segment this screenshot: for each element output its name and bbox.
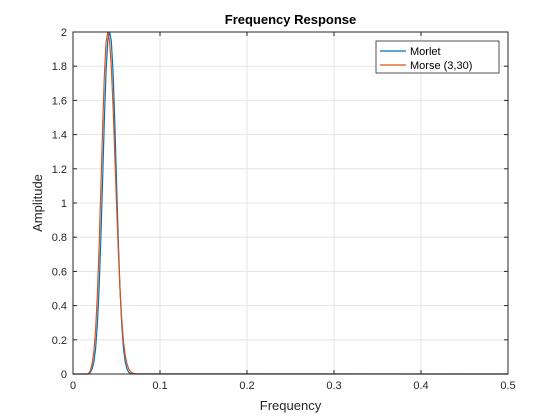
legend: Morlet Morse (3,30) [375, 40, 500, 74]
legend-box [375, 40, 500, 74]
x-tick-label: 0.5 [500, 380, 515, 392]
y-tick-label: 2 [61, 27, 67, 39]
x-tick-label: 0.2 [239, 380, 254, 392]
y-tick-label: 0.6 [52, 266, 67, 278]
x-tick-label: 0.1 [152, 380, 167, 392]
y-tick-label: 1.2 [52, 164, 67, 176]
y-tick-label: 0.4 [52, 301, 67, 313]
y-tick-label: 1 [61, 198, 67, 210]
x-tick-label: 0 [70, 380, 76, 392]
series-layer [73, 31, 509, 375]
y-tick-label: 1.4 [52, 130, 67, 142]
y-axis-label: Amplitude [30, 174, 45, 232]
y-tick-label: 0.2 [52, 335, 67, 347]
x-tick-label: 0.3 [326, 380, 341, 392]
series-line-morlet [73, 31, 508, 375]
x-axis-ticks: 0 0.1 0.2 0.3 0.4 0.5 [70, 32, 516, 392]
y-axis-ticks: 0 0.2 0.4 0.6 0.8 1 1.2 1.4 1.6 1.8 2 [52, 27, 508, 381]
y-tick-label: 1.6 [52, 95, 67, 107]
legend-label-morlet: Morlet [410, 46, 441, 58]
chart-title: Frequency Response [225, 12, 357, 27]
legend-label-morse: Morse (3,30) [410, 60, 472, 72]
x-axis-label: Frequency [260, 398, 322, 413]
y-tick-label: 0.8 [52, 232, 67, 244]
series-line-morse-3-30 [73, 31, 509, 375]
y-tick-label: 0 [61, 369, 67, 381]
x-tick-label: 0.4 [413, 380, 428, 392]
y-tick-label: 1.8 [52, 61, 67, 73]
grid-lines [73, 32, 508, 374]
